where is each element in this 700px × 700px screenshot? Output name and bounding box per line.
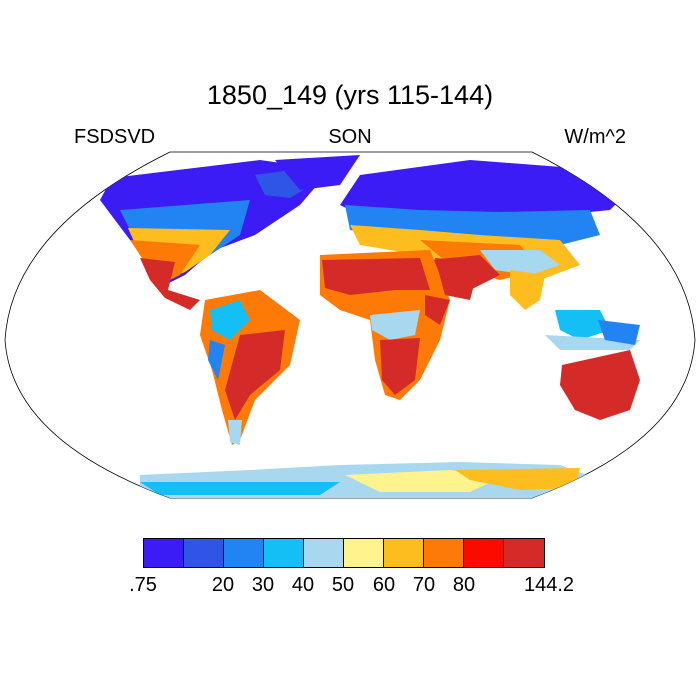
south-america — [200, 290, 300, 445]
colorbar-tick-label: 80 — [452, 574, 476, 596]
colorbar-tick-label: 30 — [251, 574, 275, 596]
colorbar — [143, 538, 545, 568]
colorbar-box — [344, 539, 384, 567]
africa — [320, 250, 450, 400]
colorbar-box — [184, 539, 224, 567]
colorbar-tick-label: 50 — [331, 574, 355, 596]
colorbar-box — [304, 539, 344, 567]
season-label: SON — [328, 126, 372, 148]
units-label: W/m^2 — [564, 126, 626, 148]
colorbar-tick-label: 144.2 — [523, 574, 575, 596]
colorbar-box — [424, 539, 464, 567]
colorbar-box — [504, 539, 544, 567]
north-america — [100, 160, 330, 310]
arabia — [435, 258, 480, 300]
colorbar-tick-label: 70 — [412, 574, 436, 596]
australia — [560, 350, 640, 420]
greenland — [275, 155, 360, 190]
colorbar-tick-label: 40 — [291, 574, 315, 596]
colorbar-box — [264, 539, 304, 567]
maritime-asia — [545, 310, 640, 350]
colorbar-box — [144, 539, 184, 567]
colorbar-box — [464, 539, 504, 567]
antarctica — [140, 462, 600, 498]
colorbar-tick-label: 20 — [211, 574, 235, 596]
colorbar-box — [224, 539, 264, 567]
plot-title: 1850_149 (yrs 115-144) — [206, 80, 494, 110]
colorbar-tick-label: .75 — [129, 574, 157, 596]
colorbar-box — [384, 539, 424, 567]
eurasia — [340, 160, 640, 310]
colorbar-tick-label: 60 — [372, 574, 396, 596]
variable-label: FSDSVD — [74, 126, 156, 148]
